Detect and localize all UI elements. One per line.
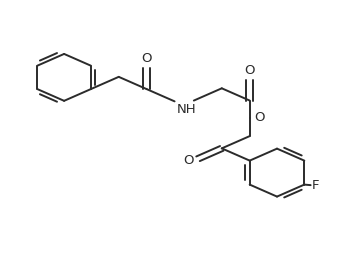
Text: F: F: [312, 179, 319, 192]
Text: O: O: [183, 154, 194, 167]
Text: O: O: [245, 64, 255, 76]
Text: O: O: [141, 52, 152, 65]
Text: NH: NH: [176, 103, 196, 116]
Text: O: O: [254, 111, 265, 124]
